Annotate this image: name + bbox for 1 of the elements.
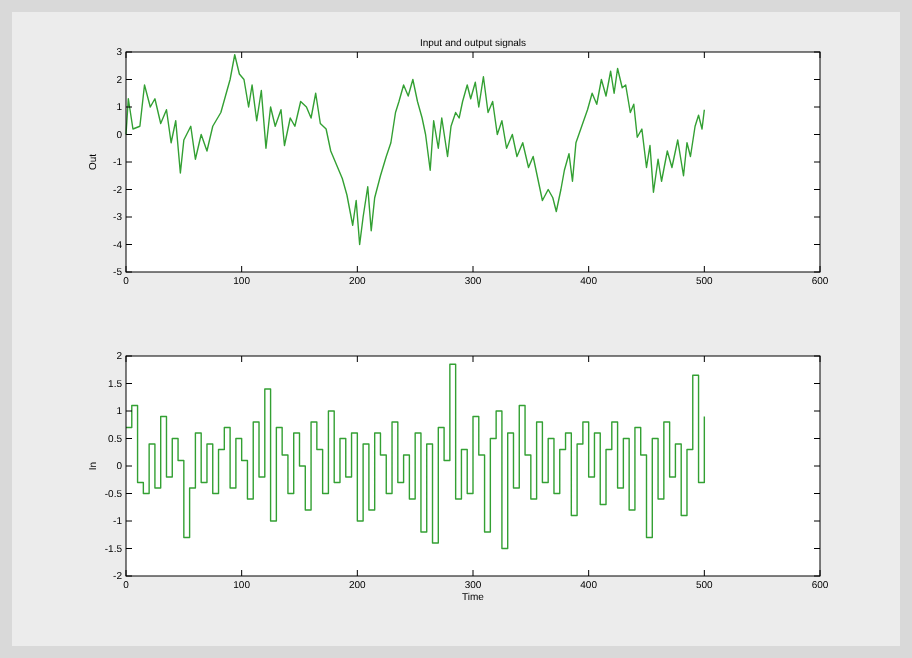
line-series	[125, 54, 706, 246]
